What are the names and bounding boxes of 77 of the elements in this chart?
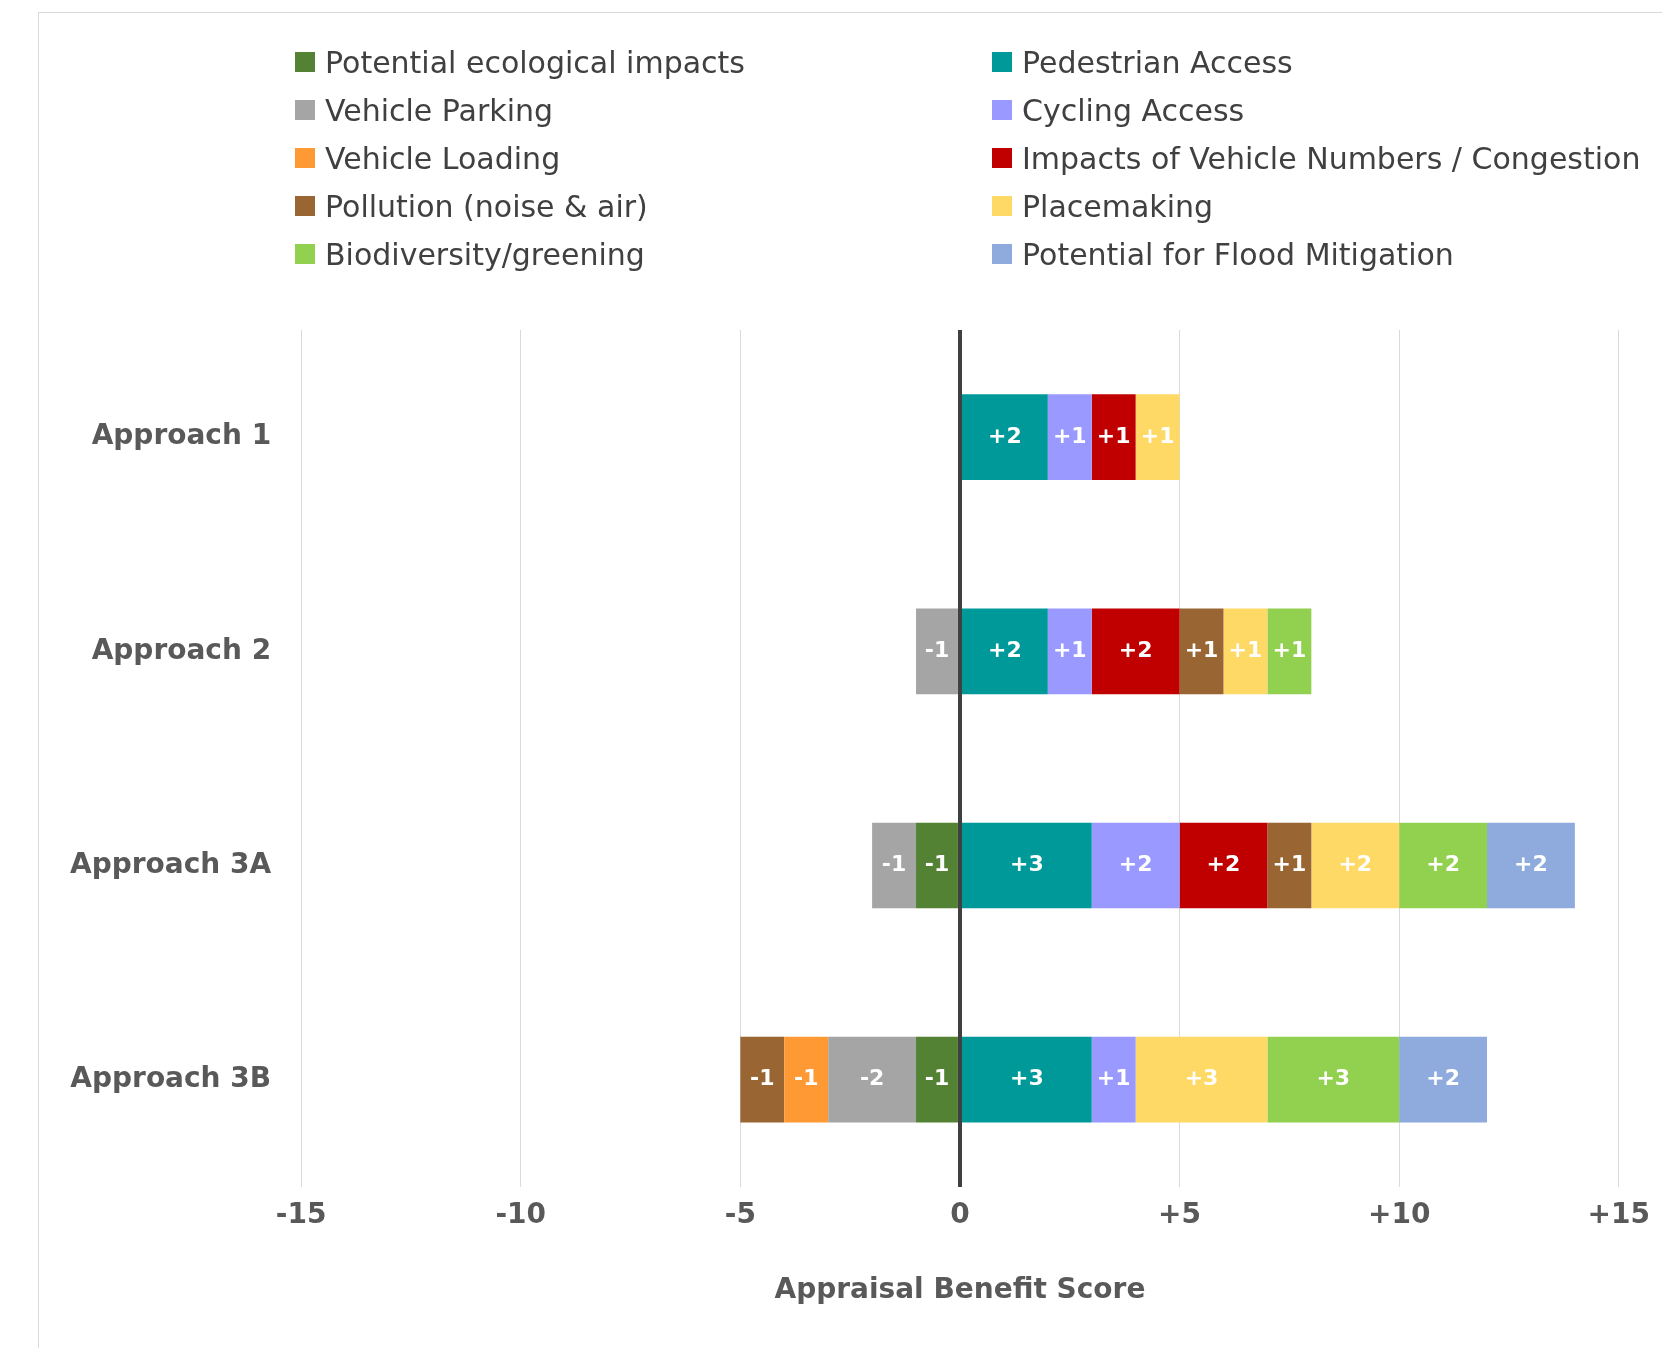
data-label: +1 [1052, 637, 1087, 663]
bar [1267, 822, 1312, 909]
bar [1091, 822, 1180, 909]
x-tick-label: +10 [1367, 1196, 1431, 1230]
data-label: +2 [1118, 637, 1153, 663]
bar [1487, 822, 1575, 909]
data-label: +2 [1206, 851, 1241, 877]
bar [1179, 822, 1268, 909]
legend-label: Potential for Flood Mitigation [1022, 236, 1454, 272]
bar [784, 1036, 829, 1123]
bar [961, 1036, 1092, 1123]
bar [1047, 394, 1092, 480]
legend-label: Impacts of Vehicle Numbers / Congestion [1022, 140, 1641, 176]
x-tick-label: +15 [1587, 1196, 1651, 1230]
bar [961, 822, 1092, 909]
data-label: +2 [1514, 851, 1548, 877]
bar [1267, 1036, 1400, 1123]
data-label: +3 [1009, 851, 1044, 877]
bar [1179, 608, 1224, 695]
bar [1091, 394, 1136, 480]
legend-label: Potential ecological impacts [325, 44, 745, 80]
x-tick-label: +5 [1158, 1196, 1202, 1230]
legend-label: Cycling Access [1022, 92, 1245, 128]
data-label: +1 [1272, 851, 1307, 877]
bar [1135, 394, 1180, 480]
x-tick-label: -10 [495, 1196, 547, 1230]
data-label: +1 [1096, 422, 1131, 448]
x-tick-label: -15 [275, 1196, 327, 1230]
bar [828, 1036, 917, 1123]
legend-label: Placemaking [1022, 188, 1214, 224]
data-label: -1 [924, 637, 950, 663]
bar [1223, 608, 1268, 695]
data-label: +2 [1338, 851, 1373, 877]
data-label: +1 [1228, 637, 1263, 663]
data-label: +1 [1272, 637, 1307, 663]
y-tick-label: Approach 1 [91, 418, 272, 452]
bar [1399, 1036, 1488, 1123]
data-label: +1 [1052, 422, 1087, 448]
data-label: -1 [881, 851, 907, 877]
x-axis-title: Appraisal Benefit Score [774, 1272, 1146, 1306]
bar [961, 608, 1048, 695]
data-label: -1 [924, 851, 950, 877]
data-label: -1 [924, 1065, 950, 1091]
data-label: +1 [1140, 422, 1175, 448]
data-label: -1 [794, 1065, 819, 1091]
legend-label: Vehicle Loading [325, 140, 561, 176]
bar [1047, 608, 1092, 695]
y-tick-label: Approach 2 [91, 632, 272, 666]
y-tick-label: Approach 3B [70, 1060, 272, 1094]
bar [1091, 608, 1180, 695]
data-label: +3 [1009, 1065, 1044, 1091]
data-label: +3 [1184, 1065, 1219, 1091]
data-label: +2 [1426, 851, 1460, 877]
bar [1135, 1036, 1268, 1123]
x-tick-label: -5 [724, 1196, 756, 1230]
data-label: +2 [988, 422, 1022, 448]
bar [961, 394, 1048, 480]
x-tick-label: 0 [950, 1196, 970, 1230]
legend-label: Pollution (noise & air) [325, 188, 648, 224]
data-label: -1 [750, 1065, 775, 1091]
legend-label: Vehicle Parking [325, 92, 554, 128]
data-label: +2 [988, 637, 1022, 663]
bar [740, 1036, 785, 1123]
data-label: +1 [1184, 637, 1219, 663]
legend-label: Pedestrian Access [1022, 44, 1293, 80]
bar [1091, 1036, 1136, 1123]
bar [1267, 608, 1312, 695]
data-label: +1 [1096, 1065, 1131, 1091]
data-label: +2 [1426, 1065, 1460, 1091]
bar [872, 822, 917, 909]
data-label: -2 [859, 1065, 885, 1091]
bar [1399, 822, 1488, 909]
data-label: +3 [1316, 1065, 1351, 1091]
bar [1311, 822, 1400, 909]
data-label: +2 [1118, 851, 1153, 877]
y-tick-label: Approach 3A [69, 846, 272, 880]
legend-label: Biodiversity/greening [325, 236, 645, 272]
